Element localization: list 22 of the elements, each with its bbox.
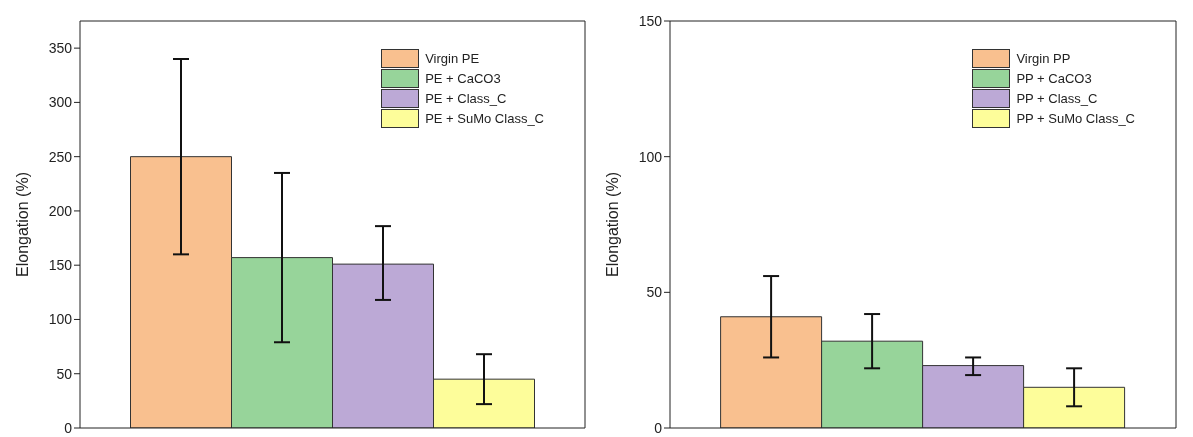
y-axis-title: Elongation (%) (603, 172, 621, 277)
y-tick-label: 350 (48, 40, 73, 57)
y-tick-label: 200 (48, 202, 73, 219)
y-tick-label: 0 (654, 419, 663, 436)
legend-label: Virgin PE (425, 50, 480, 66)
y-tick-label: 150 (638, 12, 663, 29)
legend-label: PE + SuMo Class_C (425, 110, 544, 126)
y-tick-label: 100 (638, 148, 663, 165)
legend-label: PE + CaCO3 (425, 70, 501, 86)
legend-label: Virgin PP (1016, 50, 1071, 66)
y-tick-label: 150 (48, 257, 73, 274)
y-axis-title: Elongation (%) (13, 172, 31, 277)
legend-label: PP + CaCO3 (1016, 70, 1092, 86)
y-tick-label: 50 (646, 284, 663, 301)
legend-label: PP + SuMo Class_C (1016, 110, 1135, 126)
legend-label: PE + Class_C (425, 90, 507, 106)
legend-label: PP + Class_C (1016, 90, 1098, 106)
y-tick-label: 50 (56, 365, 73, 382)
y-tick-label: 100 (48, 311, 73, 328)
y-tick-label: 250 (48, 148, 73, 165)
y-tick-label: 0 (64, 419, 73, 436)
y-tick-label: 300 (48, 94, 73, 111)
